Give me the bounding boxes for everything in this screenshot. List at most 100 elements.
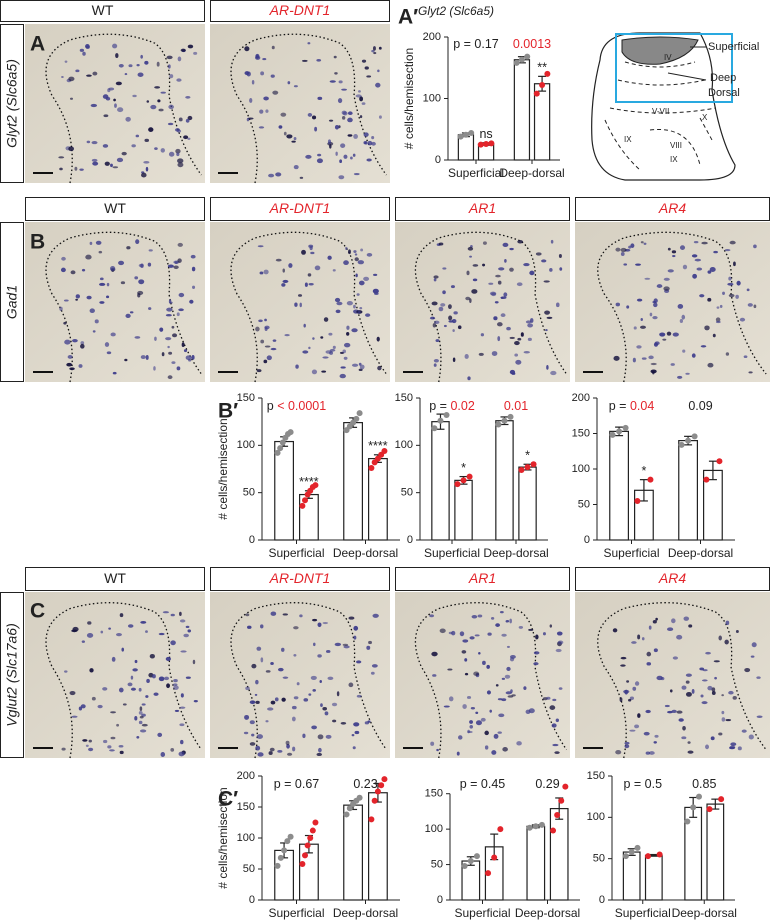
significance-label: ns [479, 127, 492, 141]
cell [552, 698, 557, 702]
cell [721, 694, 724, 697]
cell [624, 744, 630, 749]
cell [180, 693, 184, 698]
cell [733, 261, 736, 267]
cell [271, 45, 275, 50]
cell [432, 674, 437, 677]
cell [292, 746, 296, 752]
cell [127, 624, 134, 628]
p-value-text: p = 0.45 [460, 777, 506, 791]
cell [99, 282, 106, 286]
cell [667, 627, 674, 632]
cell [546, 365, 549, 370]
cell [724, 639, 729, 645]
cell [251, 79, 255, 85]
cell [334, 125, 339, 130]
p-value-text: 0.04 [630, 399, 654, 413]
cell [656, 284, 663, 289]
cell [275, 172, 282, 177]
cell [509, 657, 515, 662]
cell [157, 732, 163, 737]
cell [278, 667, 284, 672]
cell [121, 647, 125, 652]
data-point [526, 824, 533, 831]
cell [633, 326, 637, 330]
cell [351, 733, 355, 737]
cell [499, 611, 504, 614]
cell [471, 289, 478, 294]
cell [550, 239, 554, 244]
cell [640, 241, 644, 244]
cell [462, 639, 469, 643]
cell [558, 253, 562, 258]
cell [327, 676, 334, 680]
cell [307, 113, 313, 117]
cell [145, 695, 149, 698]
cell [336, 301, 343, 306]
cell [552, 743, 559, 747]
cell [255, 679, 259, 685]
cell [287, 81, 291, 85]
cell [111, 656, 116, 662]
cell [543, 280, 550, 283]
cell [354, 257, 359, 262]
cell [177, 129, 182, 133]
cell [472, 278, 478, 282]
cell [727, 282, 734, 286]
cell [371, 141, 376, 146]
grey-matter-outline [230, 602, 387, 759]
p-prefix: p = [429, 399, 447, 413]
region-box [615, 33, 733, 103]
data-point [468, 129, 475, 136]
cell [351, 328, 358, 333]
cell [442, 290, 446, 295]
data-point [462, 131, 469, 138]
cell [500, 313, 506, 318]
data-point [353, 415, 360, 422]
cell [130, 675, 134, 680]
cell [467, 246, 474, 251]
cell [654, 341, 660, 346]
cell [143, 161, 150, 164]
cell [364, 66, 369, 70]
cell [663, 286, 670, 291]
cell [129, 311, 134, 314]
cell [179, 706, 186, 709]
cell [629, 729, 636, 732]
cell [431, 301, 438, 306]
cell [313, 642, 316, 647]
cell [168, 151, 175, 157]
cell [138, 279, 145, 285]
gene-label: Gad1 [4, 285, 20, 319]
cell [312, 337, 315, 340]
cell [652, 619, 657, 624]
data-point [518, 466, 525, 473]
cell [322, 707, 327, 711]
cell [464, 658, 468, 662]
data-point [287, 833, 294, 840]
cell [497, 336, 501, 342]
cell [336, 691, 340, 697]
cell [179, 611, 182, 616]
cell [69, 691, 76, 696]
cell [506, 645, 510, 648]
cell [347, 117, 353, 123]
cell [707, 685, 713, 691]
cell [311, 115, 317, 120]
panel-letter: C′ [218, 788, 238, 811]
cell [86, 295, 92, 300]
cell [255, 700, 260, 704]
cell [707, 362, 714, 368]
cell [251, 733, 255, 737]
cell [701, 679, 708, 682]
cell [134, 336, 141, 339]
cell [645, 751, 651, 755]
cell [270, 347, 277, 351]
cell [558, 687, 563, 690]
cell [452, 357, 456, 363]
cell [506, 666, 511, 672]
cell [338, 175, 345, 180]
data-point [501, 417, 508, 424]
data-point [678, 441, 685, 448]
cell [323, 317, 329, 322]
